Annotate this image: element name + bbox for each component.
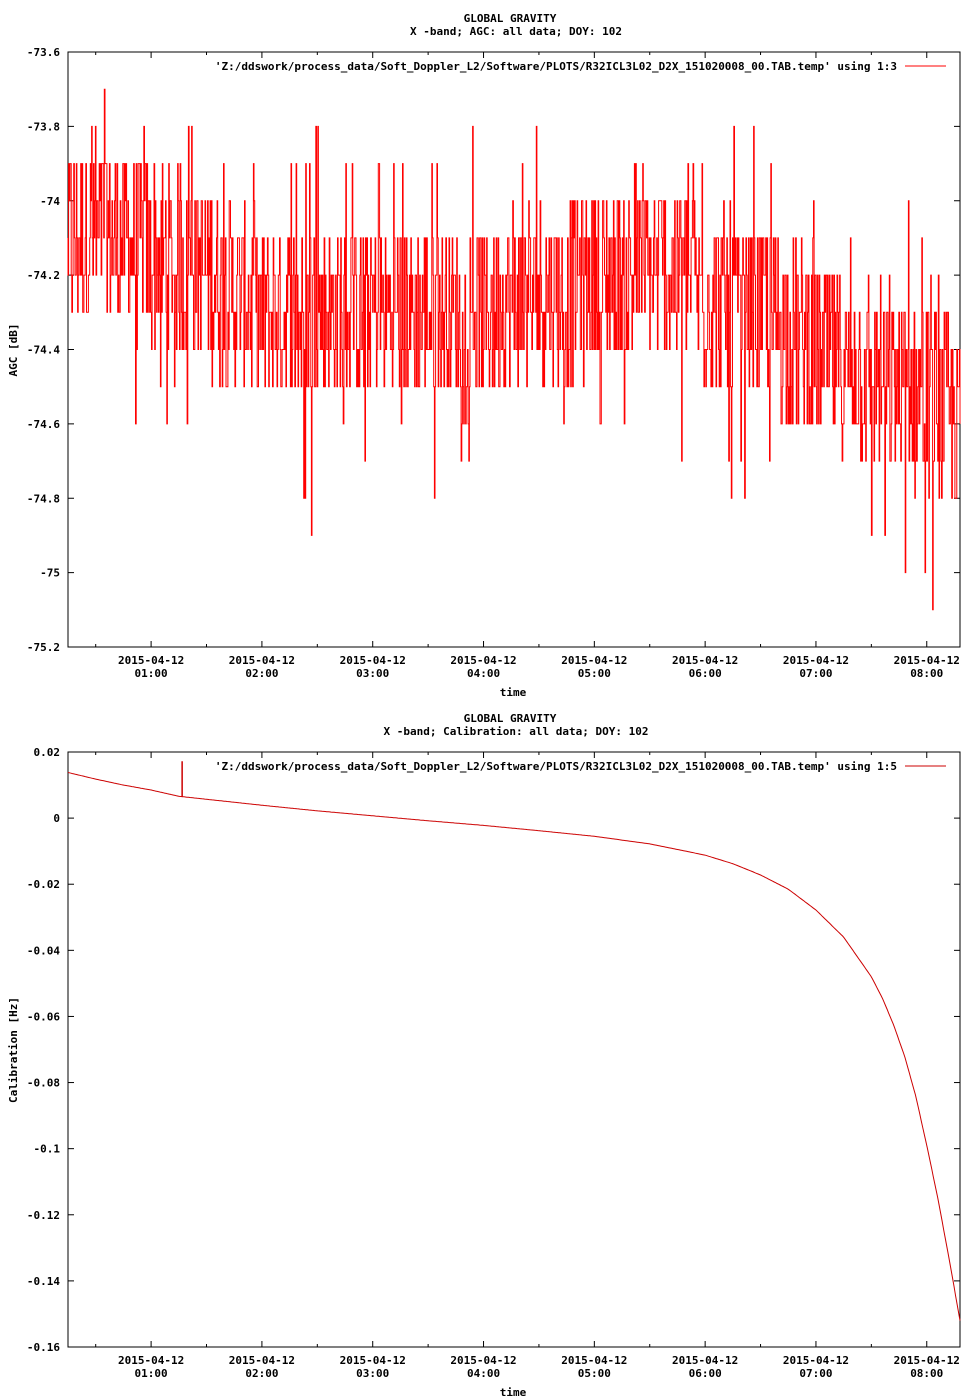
agc-x-tick-time: 07:00 <box>799 667 832 680</box>
calibration-x-tick-date: 2015-04-12 <box>783 1354 849 1367</box>
calibration-x-tick-time: 03:00 <box>356 1367 389 1380</box>
calibration-x-tick-time: 04:00 <box>467 1367 500 1380</box>
calibration-y-tick-label: -0.16 <box>27 1341 60 1354</box>
calibration-x-tick-date: 2015-04-12 <box>118 1354 184 1367</box>
calibration-legend-label: 'Z:/ddswork/process_data/Soft_Doppler_L2… <box>215 760 897 773</box>
agc-x-tick-date: 2015-04-12 <box>450 654 516 667</box>
calibration-x-tick-time: 08:00 <box>910 1367 943 1380</box>
calibration-y-tick-label: -0.14 <box>27 1275 60 1288</box>
calibration-x-tick-time: 06:00 <box>689 1367 722 1380</box>
agc-y-tick-label: -74.2 <box>27 269 60 282</box>
calibration-y-tick-label: -0.02 <box>27 878 60 891</box>
agc-y-tick-label: -74.4 <box>27 344 60 357</box>
calibration-plot-frame <box>67 751 961 1348</box>
agc-y-tick-label: -75.2 <box>27 641 60 654</box>
calibration-x-tick-date: 2015-04-12 <box>561 1354 627 1367</box>
agc-chart-ylabel: AGC [dB] <box>7 324 20 377</box>
calibration-chart-subtitle: X -band; Calibration: all data; DOY: 102 <box>384 725 649 738</box>
agc-y-tick-label: -73.6 <box>27 46 60 59</box>
calibration-x-tick-time: 05:00 <box>578 1367 611 1380</box>
agc-x-tick-time: 03:00 <box>356 667 389 680</box>
agc-chart: GLOBAL GRAVITY X -band; AGC: all data; D… <box>7 12 961 699</box>
agc-x-tick-time: 05:00 <box>578 667 611 680</box>
agc-y-tick-label: -74.8 <box>27 492 60 505</box>
agc-x-tick-time: 04:00 <box>467 667 500 680</box>
calibration-y-tick-label: -0.12 <box>27 1209 60 1222</box>
agc-chart-title: GLOBAL GRAVITY <box>464 12 557 25</box>
agc-y-tick-label: -74 <box>40 195 60 208</box>
calibration-series-line <box>67 772 961 1321</box>
calibration-x-tick-date: 2015-04-12 <box>340 1354 406 1367</box>
agc-y-tick-label: -75 <box>40 567 60 580</box>
calibration-chart-title: GLOBAL GRAVITY <box>464 712 557 725</box>
agc-x-tick-date: 2015-04-12 <box>672 654 738 667</box>
agc-x-tick-date: 2015-04-12 <box>340 654 406 667</box>
agc-x-tick-date: 2015-04-12 <box>783 654 849 667</box>
calibration-x-tick-time: 07:00 <box>799 1367 832 1380</box>
agc-y-tick-label: -74.6 <box>27 418 60 431</box>
calibration-y-tick-label: 0 <box>53 812 60 825</box>
agc-x-tick-date: 2015-04-12 <box>118 654 184 667</box>
calibration-x-tick-time: 02:00 <box>245 1367 278 1380</box>
agc-x-tick-date: 2015-04-12 <box>561 654 627 667</box>
agc-chart-subtitle: X -band; AGC: all data; DOY: 102 <box>410 25 622 38</box>
calibration-y-tick-label: -0.06 <box>27 1010 60 1023</box>
calibration-x-tick-date: 2015-04-12 <box>229 1354 295 1367</box>
calibration-y-tick-label: -0.08 <box>27 1077 60 1090</box>
agc-x-tick-time: 08:00 <box>910 667 943 680</box>
calibration-x-tick-date: 2015-04-12 <box>450 1354 516 1367</box>
agc-legend-label: 'Z:/ddswork/process_data/Soft_Doppler_L2… <box>215 60 897 73</box>
agc-x-tick-date: 2015-04-12 <box>894 654 960 667</box>
agc-x-tick-time: 02:00 <box>245 667 278 680</box>
calibration-y-tick-label: -0.1 <box>34 1143 61 1156</box>
calibration-x-tick-date: 2015-04-12 <box>672 1354 738 1367</box>
calibration-y-tick-label: -0.04 <box>27 944 60 957</box>
calibration-x-tick-time: 01:00 <box>135 1367 168 1380</box>
agc-series-line <box>67 88 961 611</box>
calibration-chart-xlabel: time <box>500 1386 527 1399</box>
agc-x-tick-time: 01:00 <box>135 667 168 680</box>
calibration-chart-ylabel: Calibration [Hz] <box>7 997 20 1103</box>
agc-x-tick-time: 06:00 <box>689 667 722 680</box>
calibration-chart: GLOBAL GRAVITY X -band; Calibration: all… <box>7 712 961 1399</box>
calibration-y-tick-label: 0.02 <box>34 746 61 759</box>
calibration-x-tick-date: 2015-04-12 <box>894 1354 960 1367</box>
agc-chart-xlabel: time <box>500 686 527 699</box>
agc-y-tick-label: -73.8 <box>27 120 60 133</box>
agc-x-tick-date: 2015-04-12 <box>229 654 295 667</box>
